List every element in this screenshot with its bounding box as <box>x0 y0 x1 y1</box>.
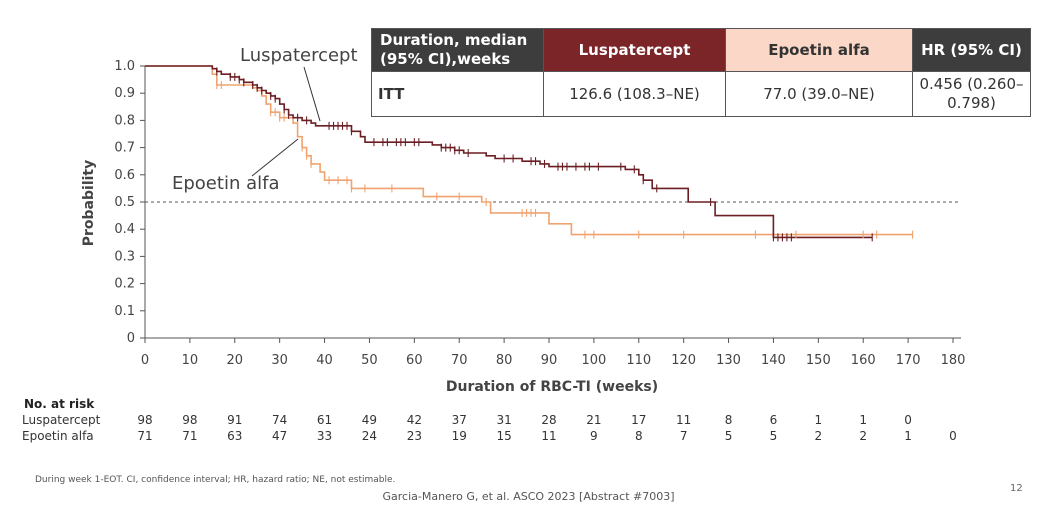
x-tick-label: 150 <box>806 353 831 368</box>
median-duration-table: Duration, median (95% CI),weeks Luspater… <box>371 28 1031 117</box>
risk-count: 0 <box>949 429 957 443</box>
risk-count: 28 <box>541 413 557 427</box>
risk-count: 7 <box>679 429 688 443</box>
risk-count: 21 <box>586 413 602 427</box>
x-tick-label: 50 <box>361 353 378 368</box>
axes: 0 0.1 0.2 0.3 0.4 0.5 0.6 0.7 0.8 0.9 1.0 0 10 20 30 40… <box>114 59 965 368</box>
x-tick-label: 90 <box>541 353 558 368</box>
luspatercept-median: 126.6 (108.3–NE) <box>543 71 726 117</box>
risk-count: 1 <box>859 413 868 427</box>
risk-count: 98 <box>137 413 153 427</box>
risk-count: 49 <box>361 413 378 427</box>
x-tick-label: 140 <box>761 353 786 368</box>
x-tick-label: 0 <box>141 353 149 368</box>
x-tick-label: 30 <box>271 353 288 368</box>
y-tick-label: 0.5 <box>114 195 135 210</box>
footnote: During week 1-EOT. CI, confidence interv… <box>35 475 396 485</box>
risk-count: 61 <box>316 413 333 427</box>
censor-marks <box>216 67 914 242</box>
x-tick-label: 80 <box>496 353 513 368</box>
page-number: 12 <box>1010 483 1023 494</box>
risk-row-label: Epoetin alfa <box>22 429 94 443</box>
risk-count: 8 <box>634 429 643 443</box>
risk-count: 8 <box>724 413 733 427</box>
risk-row-epoetin: Epoetin alfa 71 71 63 47 33 24 23 19 15 11 9 8 7 5 5 2 2… <box>22 429 1032 444</box>
risk-count: 2 <box>814 429 823 443</box>
y-tick-label: 0.9 <box>114 86 135 101</box>
y-tick-label: 0.7 <box>114 141 135 156</box>
y-tick-label: 0.4 <box>114 222 135 237</box>
luspatercept-label-pointer <box>303 66 321 122</box>
y-axis-label: Probability <box>81 160 97 247</box>
risk-count: 98 <box>182 413 198 427</box>
risk-count: 0 <box>904 413 912 427</box>
risk-count: 17 <box>631 413 647 427</box>
risk-row-label: Luspatercept <box>22 413 101 427</box>
x-tick-label: 100 <box>581 353 606 368</box>
x-tick-label: 70 <box>451 353 468 368</box>
x-tick-label: 130 <box>716 353 741 368</box>
risk-count: 71 <box>137 429 153 443</box>
risk-count: 23 <box>406 429 422 443</box>
y-tick-label: 0.1 <box>114 304 135 319</box>
x-tick-label: 120 <box>671 353 696 368</box>
risk-count: 1 <box>904 429 912 443</box>
x-tick-label: 10 <box>182 353 199 368</box>
risk-count: 2 <box>859 429 868 443</box>
x-tick-label: 160 <box>851 353 876 368</box>
risk-row-luspatercept: Luspatercept 98 98 91 74 61 49 42 37 31 28 21 17 11 8… <box>22 413 1032 428</box>
luspatercept-curve-label: Luspatercept <box>240 45 358 66</box>
risk-count: 19 <box>451 429 467 443</box>
y-tick-label: 0.3 <box>114 249 135 264</box>
risk-count: 11 <box>676 413 692 427</box>
risk-count: 91 <box>227 413 243 427</box>
x-tick-label: 110 <box>626 353 651 368</box>
risk-count: 5 <box>769 429 778 443</box>
y-tick-label: 0.2 <box>114 277 135 292</box>
header-hr: HR (95% CI) <box>912 28 1031 72</box>
km-chart: 0 0.1 0.2 0.3 0.4 0.5 0.6 0.7 0.8 0.9 1.0 0 10 20 30 40… <box>81 45 965 395</box>
header-duration: Duration, median (95% CI),weeks <box>371 28 544 72</box>
header-luspatercept: Luspatercept <box>543 28 726 72</box>
x-tick-label: 170 <box>896 353 921 368</box>
hazard-ratio: 0.456 (0.260–0.798) <box>912 71 1031 117</box>
risk-count: 63 <box>227 429 243 443</box>
risk-count: 42 <box>406 413 422 427</box>
x-axis-label: Duration of RBC-TI (weeks) <box>446 379 658 395</box>
risk-table-title: No. at risk <box>24 397 95 411</box>
y-tick-label: 1.0 <box>114 59 135 74</box>
risk-count: 33 <box>316 429 333 443</box>
citation: Garcia-Manero G, et al. ASCO 2023 [Abstr… <box>382 490 675 503</box>
x-tick-label: 60 <box>406 353 423 368</box>
risk-count: 9 <box>590 429 598 443</box>
y-tick-label: 0.6 <box>114 168 135 183</box>
epoetin-median: 77.0 (39.0–NE) <box>725 71 913 117</box>
x-tick-label: 40 <box>316 353 333 368</box>
header-epoetin: Epoetin alfa <box>725 28 913 72</box>
risk-count: 6 <box>769 413 778 427</box>
risk-count: 74 <box>272 413 288 427</box>
epoetin-curve-label: Epoetin alfa <box>172 173 279 194</box>
risk-count: 37 <box>451 413 467 427</box>
row-label-itt: ITT <box>371 71 544 117</box>
risk-count: 47 <box>272 429 288 443</box>
x-tick-label: 20 <box>227 353 244 368</box>
risk-count: 1 <box>814 413 823 427</box>
risk-count: 31 <box>496 413 512 427</box>
risk-count: 11 <box>541 429 557 443</box>
y-tick-label: 0.8 <box>114 113 135 128</box>
y-tick-label: 0 <box>127 331 135 346</box>
epoetin-label-pointer <box>251 138 299 177</box>
x-tick-label: 180 <box>941 353 966 368</box>
risk-count: 71 <box>182 429 198 443</box>
risk-count: 24 <box>361 429 378 443</box>
risk-count: 5 <box>724 429 733 443</box>
risk-count: 15 <box>496 429 512 443</box>
